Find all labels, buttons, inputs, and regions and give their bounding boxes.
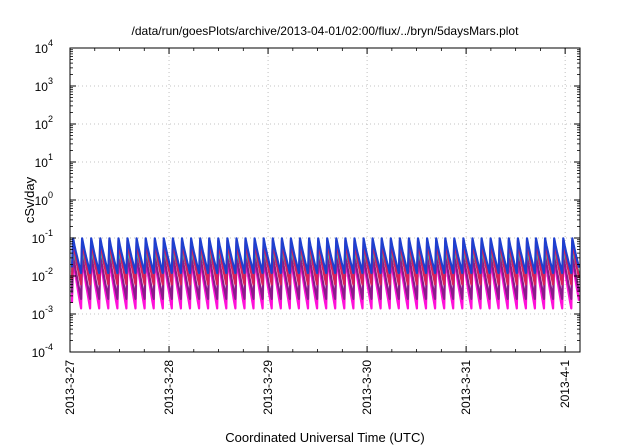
- y-tick-label: 104: [35, 38, 53, 56]
- x-axis-label: Coordinated Universal Time (UTC): [225, 430, 424, 445]
- y-tick-label: 10-2: [32, 266, 53, 284]
- series-layer: [70, 237, 581, 310]
- series-line: [70, 237, 581, 275]
- x-tick-label: 2013-3-29: [261, 360, 275, 415]
- y-tick-label: 10-1: [32, 228, 53, 246]
- chart-title: /data/run/goesPlots/archive/2013-04-01/0…: [132, 24, 520, 38]
- x-ticks: 2013-3-27 2013-3-28 2013-3-29 2013-3-30 2013…: [63, 48, 572, 415]
- y-axis-label: cSv/day: [22, 176, 37, 223]
- y-tick-label: 10-3: [32, 304, 53, 322]
- x-tick-label: 2013-3-28: [162, 360, 176, 415]
- y-tick-label: 100: [35, 190, 53, 208]
- y-tick-label: 103: [35, 76, 53, 94]
- y-tick-label: 102: [35, 114, 53, 132]
- x-tick-label: 2013-3-31: [459, 360, 473, 415]
- x-tick-label: 2013-3-27: [63, 360, 77, 415]
- x-tick-label: 2013-3-30: [360, 360, 374, 415]
- y-ticks: 10-4 10-3 10-2 10-1 100 101 102 103 104: [32, 38, 580, 360]
- y-tick-label: 101: [35, 152, 53, 170]
- x-tick-label: 2013-4-1: [558, 360, 572, 408]
- series-line: [70, 252, 581, 300]
- y-tick-label: 10-4: [32, 342, 53, 360]
